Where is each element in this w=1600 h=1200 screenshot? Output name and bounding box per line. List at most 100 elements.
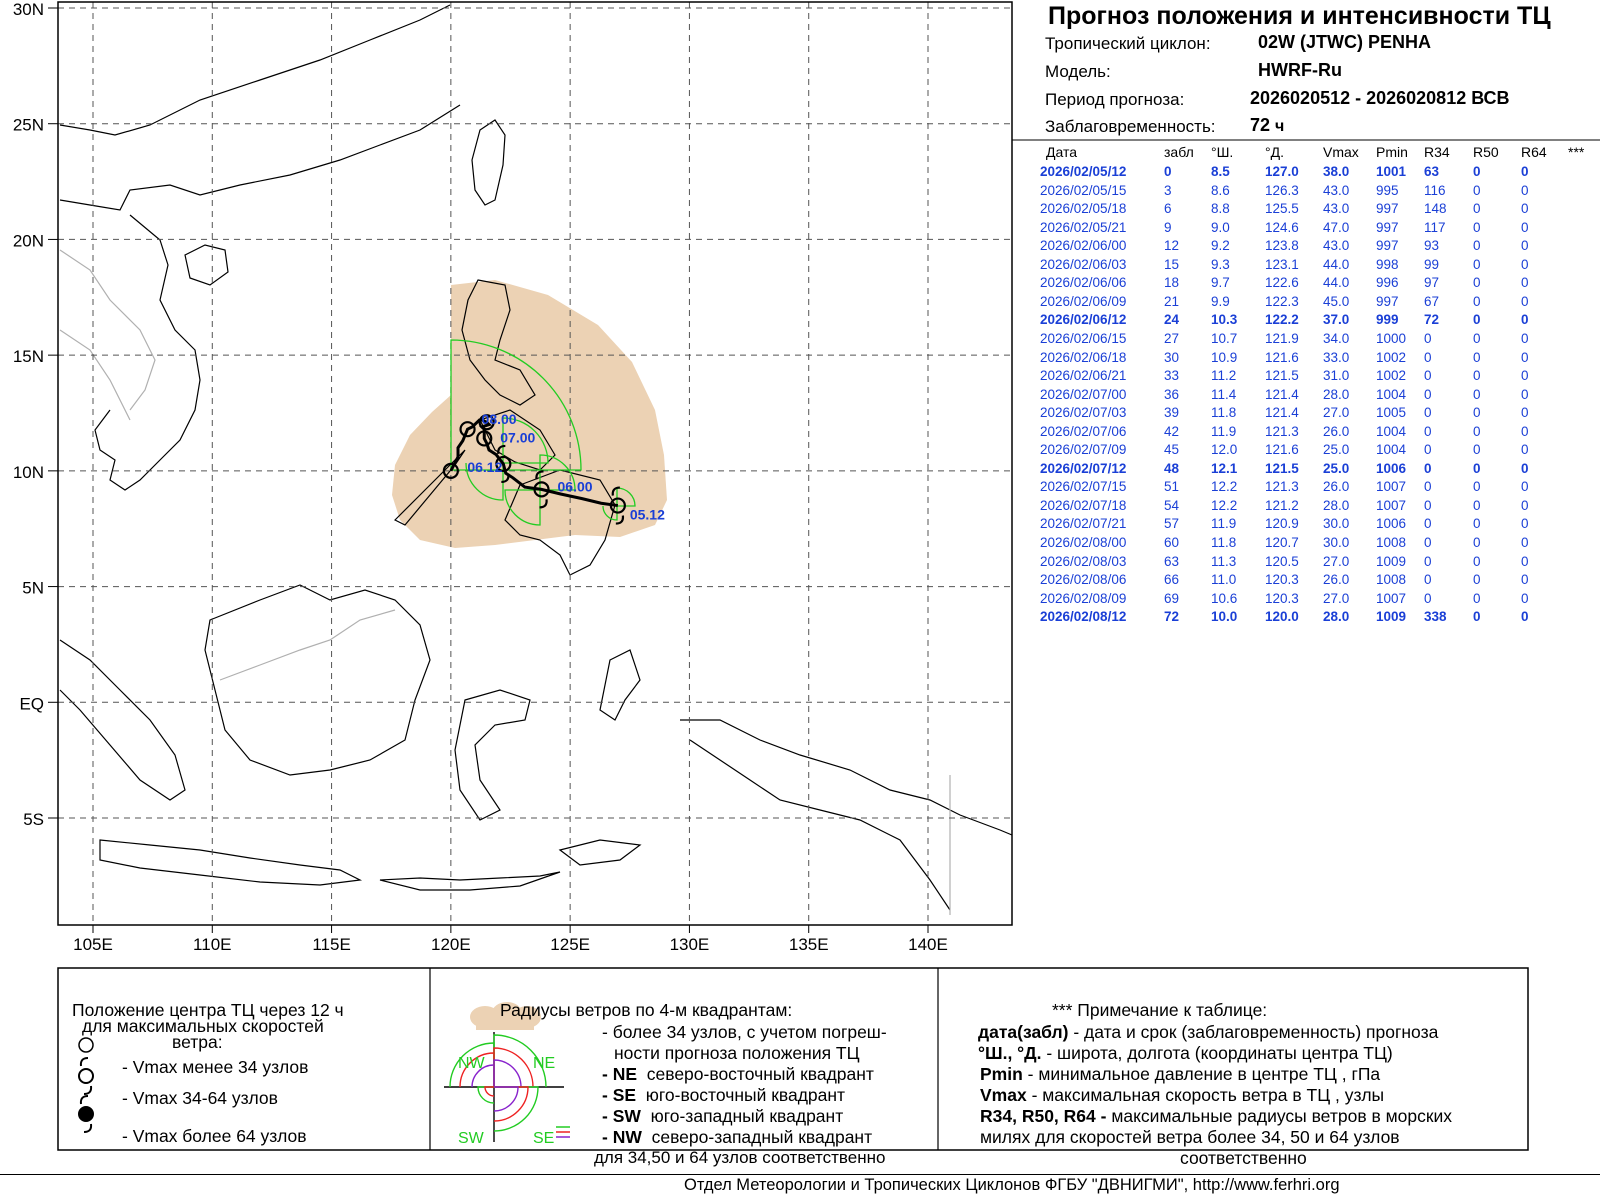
table-cell-pmin: 1001 (1376, 164, 1407, 179)
table-cell-date: 2026/02/07/15 (1040, 479, 1127, 495)
table-cell-lat: 9.3 (1211, 256, 1230, 272)
coast-halmahera (599, 649, 641, 721)
table-cell-pmin: 1004 (1376, 423, 1407, 439)
legend-sw-row: - SW юго-западный квадрант (602, 1106, 843, 1127)
table-cell-lead: 51 (1164, 479, 1180, 495)
coast-palawan (393, 449, 466, 526)
coast-china (59, 4, 451, 136)
legend-ts-label: - Vmax 34-64 узлов (122, 1088, 278, 1108)
coast-new-guinea (680, 719, 1013, 911)
coast-sumatra (59, 639, 186, 801)
table-cell-r50: 0 (1473, 312, 1481, 328)
lon-tick-label: 135E (789, 935, 829, 954)
legend-color-key-icon (556, 1126, 570, 1138)
table-cell-vmax: 26.0 (1323, 479, 1350, 495)
table-cell-lead: 45 (1164, 442, 1180, 458)
table-header-cell: R50 (1473, 144, 1499, 160)
lead-value: 72 ч (1250, 115, 1284, 136)
table-cell-lat: 10.3 (1211, 312, 1238, 328)
lon-tick-label: 120E (431, 935, 471, 954)
table-cell-r50: 0 (1473, 164, 1481, 179)
table-cell-lon: 124.6 (1265, 219, 1299, 235)
legend-ne-text: северо-восточный квадрант (646, 1064, 874, 1084)
table-cell-r50: 0 (1473, 201, 1481, 217)
table-cell-pmin: 1006 (1376, 516, 1407, 532)
table-cell-r50: 0 (1473, 590, 1481, 606)
table-cell-r34: 0 (1424, 553, 1432, 569)
legend-se-key: - SE (602, 1085, 637, 1105)
table-cell-date: 2026/02/07/09 (1040, 442, 1127, 458)
table-cell-lon: 123.8 (1265, 238, 1299, 254)
table-cell-pmin: 1002 (1376, 349, 1407, 365)
legend-typhoon-label: - Vmax более 64 узлов (122, 1126, 307, 1146)
table-cell-lon: 121.6 (1265, 349, 1299, 365)
table-cell-r64: 0 (1521, 609, 1529, 625)
table-cell-vmax: 43.0 (1323, 182, 1350, 198)
table-cell-lat: 12.2 (1211, 479, 1238, 495)
table-cell-date: 2026/02/06/00 (1040, 238, 1127, 254)
table-cell-vmax: 26.0 (1323, 572, 1350, 588)
table-cell-pmin: 1009 (1376, 553, 1407, 569)
legend-quad-se: SE (533, 1130, 555, 1147)
table-cell-vmax: 31.0 (1323, 368, 1350, 384)
table-cell-lon: 121.5 (1265, 368, 1299, 384)
table-header-cell: R34 (1424, 144, 1450, 160)
table-cell-vmax: 28.0 (1323, 609, 1350, 625)
legend-weak-label: - Vmax менее 34 узлов (122, 1057, 309, 1077)
page-title: Прогноз положения и интенсивности ТЦ (1048, 2, 1551, 30)
table-cell-r64: 0 (1521, 275, 1529, 291)
table-cell-lat: 11.2 (1211, 368, 1237, 384)
table-cell-vmax: 37.0 (1323, 312, 1350, 328)
legend-nw-row: - NW северо-западный квадрант (602, 1127, 872, 1148)
table-cell-vmax: 26.0 (1323, 423, 1350, 439)
r34-arc-0612 (465, 417, 549, 501)
period-label: Период прогноза: (1045, 90, 1185, 109)
table-cell-r34: 0 (1424, 349, 1432, 365)
table-cell-lon: 121.4 (1265, 405, 1299, 421)
table-cell-r34: 0 (1424, 479, 1432, 495)
table-cell-lon: 121.4 (1265, 386, 1299, 402)
table-cell-lead: 6 (1164, 201, 1172, 217)
table-cell-r34: 0 (1424, 572, 1432, 588)
table-cell-r50: 0 (1473, 256, 1481, 272)
table-header-cell: R64 (1521, 144, 1547, 160)
table-cell-date: 2026/02/06/18 (1040, 349, 1127, 365)
country-borders (59, 249, 951, 915)
table-cell-date: 2026/02/06/06 (1040, 275, 1127, 291)
legend-box2-l1: - более 34 узлов, с учетом погреш- (602, 1022, 887, 1042)
table-cell-lead: 39 (1164, 405, 1180, 421)
table-cell-r50: 0 (1473, 535, 1481, 550)
lead-unit: ч (1275, 118, 1285, 135)
lat-tick-label: 15N (13, 347, 44, 366)
coast-lesser-sunda (379, 871, 561, 891)
legend-se-row: - SE юго-восточный квадрант (602, 1085, 845, 1106)
legend-nw-key: - NW (602, 1127, 642, 1147)
footer-credits: Отдел Метеорологии и Тропических Циклоно… (684, 1176, 1340, 1194)
table-cell-vmax: 30.0 (1323, 535, 1350, 550)
table-cell-pmin: 1008 (1376, 535, 1407, 550)
table-cell-pmin: 1000 (1376, 330, 1407, 346)
legend-box3-title: *** Примечание к таблице: (1052, 1000, 1268, 1020)
lon-tick-label: 140E (908, 935, 948, 954)
legend-box3-l6: милях для скоростей ветра более 34, 50 и… (980, 1127, 1400, 1147)
legend-box3-l1-key: дата(забл) (978, 1022, 1069, 1042)
table-cell-r64: 0 (1521, 516, 1529, 532)
legend-box3-l1-text: - дата и срок (заблаговременность) прогн… (1068, 1022, 1439, 1042)
table-header-cell: Vmax (1323, 144, 1359, 160)
model-value: HWRF-Ru (1258, 60, 1342, 80)
table-cell-lead: 54 (1164, 497, 1180, 513)
table-cell-vmax: 47.0 (1323, 219, 1350, 235)
legend-box3-l4-key: Vmax (980, 1085, 1027, 1105)
lon-tick-label: 110E (193, 935, 231, 954)
legend-ts-symbol-icon (78, 1057, 94, 1095)
table-cell-r64: 0 (1521, 330, 1529, 346)
table-cell-date: 2026/02/07/03 (1040, 405, 1127, 421)
track-date-label: 05.12 (630, 507, 665, 523)
r34-wind-radii (450, 339, 636, 526)
table-cell-lat: 9.7 (1211, 275, 1230, 291)
legend-box1-title-l3: ветра: (172, 1032, 223, 1052)
table-cell-r34: 93 (1424, 238, 1440, 254)
table-cell-date: 2026/02/06/12 (1040, 312, 1127, 328)
lon-tick-label: 130E (670, 935, 710, 954)
coast-china-south (59, 104, 461, 211)
